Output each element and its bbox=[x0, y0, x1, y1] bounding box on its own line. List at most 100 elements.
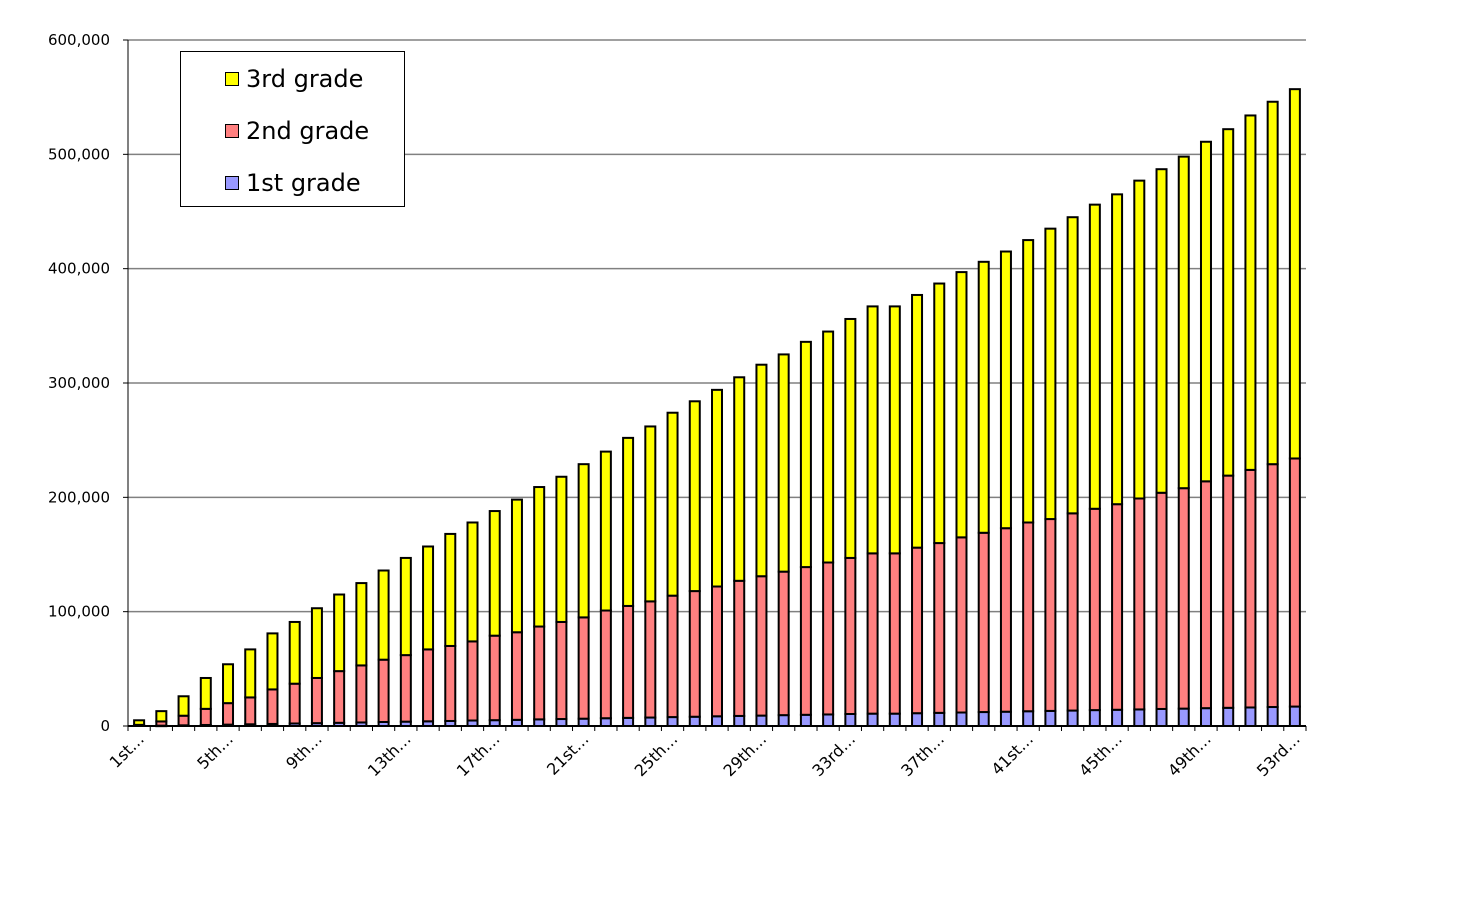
bar-segment-3rd-grade bbox=[310, 607, 323, 679]
bar-segment-2nd-grade bbox=[244, 696, 257, 726]
bar-segment-1st-grade bbox=[799, 713, 812, 728]
bar-segment-2nd-grade bbox=[422, 648, 435, 723]
bar-segment-3rd-grade bbox=[133, 719, 146, 726]
bar-segment-2nd-grade bbox=[266, 688, 279, 725]
x-tick-label: 33rd… bbox=[808, 729, 859, 780]
bar-segment-2nd-grade bbox=[355, 664, 368, 724]
bar-segment-1st-grade bbox=[622, 716, 635, 727]
bar-segment-2nd-grade bbox=[799, 566, 812, 716]
bar-segment-3rd-grade bbox=[1288, 88, 1301, 460]
x-tick-label: 45th… bbox=[1075, 729, 1126, 780]
y-tick-label: 0 bbox=[100, 717, 110, 735]
bar-segment-1st-grade bbox=[1244, 706, 1257, 728]
x-tick-label: 21st… bbox=[543, 729, 592, 778]
bar-segment-1st-grade bbox=[711, 715, 723, 728]
bar-segment-1st-grade bbox=[822, 713, 835, 727]
bar-segment-2nd-grade bbox=[533, 625, 546, 721]
x-tick-label: 13th… bbox=[364, 729, 415, 780]
bar-segment-2nd-grade bbox=[688, 590, 701, 718]
bar-segment-2nd-grade bbox=[177, 714, 190, 727]
bar-segment-1st-grade bbox=[1266, 706, 1279, 728]
bar-segment-3rd-grade bbox=[1244, 114, 1257, 471]
bar-segment-1st-grade bbox=[1022, 710, 1035, 727]
bar-segment-3rd-grade bbox=[355, 582, 368, 667]
bar-segment-1st-grade bbox=[933, 711, 946, 728]
bar-segment-2nd-grade bbox=[644, 600, 657, 719]
bar-segment-2nd-grade bbox=[1177, 487, 1190, 710]
bar-segment-3rd-grade bbox=[755, 363, 768, 578]
bar-segment-1st-grade bbox=[911, 712, 924, 727]
bar-segment-3rd-grade bbox=[1111, 193, 1124, 506]
bar-segment-2nd-grade bbox=[866, 552, 879, 715]
bar-segment-2nd-grade bbox=[1199, 480, 1212, 710]
bar-segment-2nd-grade bbox=[1288, 457, 1301, 708]
bar-segment-3rd-grade bbox=[644, 425, 657, 603]
bar-segment-1st-grade bbox=[599, 717, 612, 728]
legend-swatch-3rd-grade bbox=[225, 72, 239, 86]
legend-item-3rd-grade: 3rd grade bbox=[225, 65, 363, 93]
bar-segment-3rd-grade bbox=[822, 330, 835, 564]
bar-segment-3rd-grade bbox=[466, 521, 479, 643]
bar-segment-3rd-grade bbox=[555, 475, 568, 623]
bar-segment-3rd-grade bbox=[1022, 239, 1035, 524]
bar-segment-2nd-grade bbox=[577, 616, 590, 720]
bar-segment-2nd-grade bbox=[1022, 521, 1035, 713]
bar-segment-1st-grade bbox=[644, 716, 657, 727]
legend-swatch-1st-grade bbox=[225, 176, 239, 190]
bar-segment-3rd-grade bbox=[399, 556, 412, 657]
x-tick-label: 53rd… bbox=[1253, 729, 1304, 780]
bar-segment-3rd-grade bbox=[444, 532, 457, 647]
bar-segment-3rd-grade bbox=[955, 271, 968, 539]
bar-segment-2nd-grade bbox=[488, 634, 501, 722]
bar-segment-2nd-grade bbox=[622, 604, 635, 719]
bar-segment-3rd-grade bbox=[711, 388, 723, 588]
bar-segment-2nd-grade bbox=[222, 702, 235, 726]
bar-segment-2nd-grade bbox=[777, 570, 790, 717]
bar-segment-2nd-grade bbox=[1266, 463, 1279, 709]
bar-segment-2nd-grade bbox=[999, 527, 1012, 713]
bar-segment-3rd-grade bbox=[999, 250, 1012, 530]
bar-segment-1st-grade bbox=[1222, 706, 1235, 727]
bar-segment-1st-grade bbox=[733, 714, 746, 727]
bar-segment-1st-grade bbox=[888, 712, 901, 727]
bar-segment-3rd-grade bbox=[688, 400, 701, 593]
y-tick-label: 400,000 bbox=[48, 260, 110, 278]
bar-segment-3rd-grade bbox=[866, 305, 879, 555]
bar-segment-1st-grade bbox=[999, 710, 1012, 727]
bar-segment-2nd-grade bbox=[666, 594, 679, 719]
bar-segment-2nd-grade bbox=[1066, 512, 1079, 712]
bar-segment-1st-grade bbox=[1044, 709, 1057, 728]
bar-segment-2nd-grade bbox=[310, 676, 323, 725]
bar-segment-3rd-grade bbox=[1133, 179, 1146, 500]
bar-segment-2nd-grade bbox=[377, 658, 390, 723]
bar-segment-3rd-grade bbox=[177, 695, 190, 717]
bar-segment-2nd-grade bbox=[1133, 497, 1146, 711]
bar-segment-2nd-grade bbox=[1088, 507, 1101, 712]
bar-segment-3rd-grade bbox=[266, 632, 279, 691]
bar-segment-1st-grade bbox=[955, 711, 968, 727]
bar-segment-2nd-grade bbox=[933, 542, 946, 714]
legend-swatch-2nd-grade bbox=[225, 124, 239, 138]
bar-segment-1st-grade bbox=[555, 718, 568, 728]
bar-segment-1st-grade bbox=[777, 714, 790, 727]
bar-segment-3rd-grade bbox=[377, 569, 390, 661]
bar-segment-3rd-grade bbox=[288, 620, 301, 685]
bar-segment-2nd-grade bbox=[844, 556, 857, 715]
bar-segment-3rd-grade bbox=[333, 593, 346, 673]
bar-segment-3rd-grade bbox=[666, 411, 679, 597]
bar-segment-1st-grade bbox=[577, 717, 590, 728]
bar-segment-2nd-grade bbox=[444, 644, 457, 722]
bar-segment-2nd-grade bbox=[955, 536, 968, 714]
bar-segment-1st-grade bbox=[688, 715, 701, 728]
bar-segment-3rd-grade bbox=[911, 293, 924, 549]
x-tick-label: 41st… bbox=[988, 729, 1037, 778]
bar-segment-2nd-grade bbox=[288, 682, 301, 725]
bar-segment-2nd-grade bbox=[510, 631, 523, 721]
bar-segment-2nd-grade bbox=[977, 531, 990, 714]
bar-segment-3rd-grade bbox=[933, 282, 946, 545]
bar-segment-1st-grade bbox=[1177, 707, 1190, 728]
y-tick-label: 200,000 bbox=[48, 488, 110, 506]
bar-segment-3rd-grade bbox=[1222, 128, 1235, 477]
bar-segment-2nd-grade bbox=[399, 654, 412, 723]
legend-label: 3rd grade bbox=[246, 65, 364, 93]
